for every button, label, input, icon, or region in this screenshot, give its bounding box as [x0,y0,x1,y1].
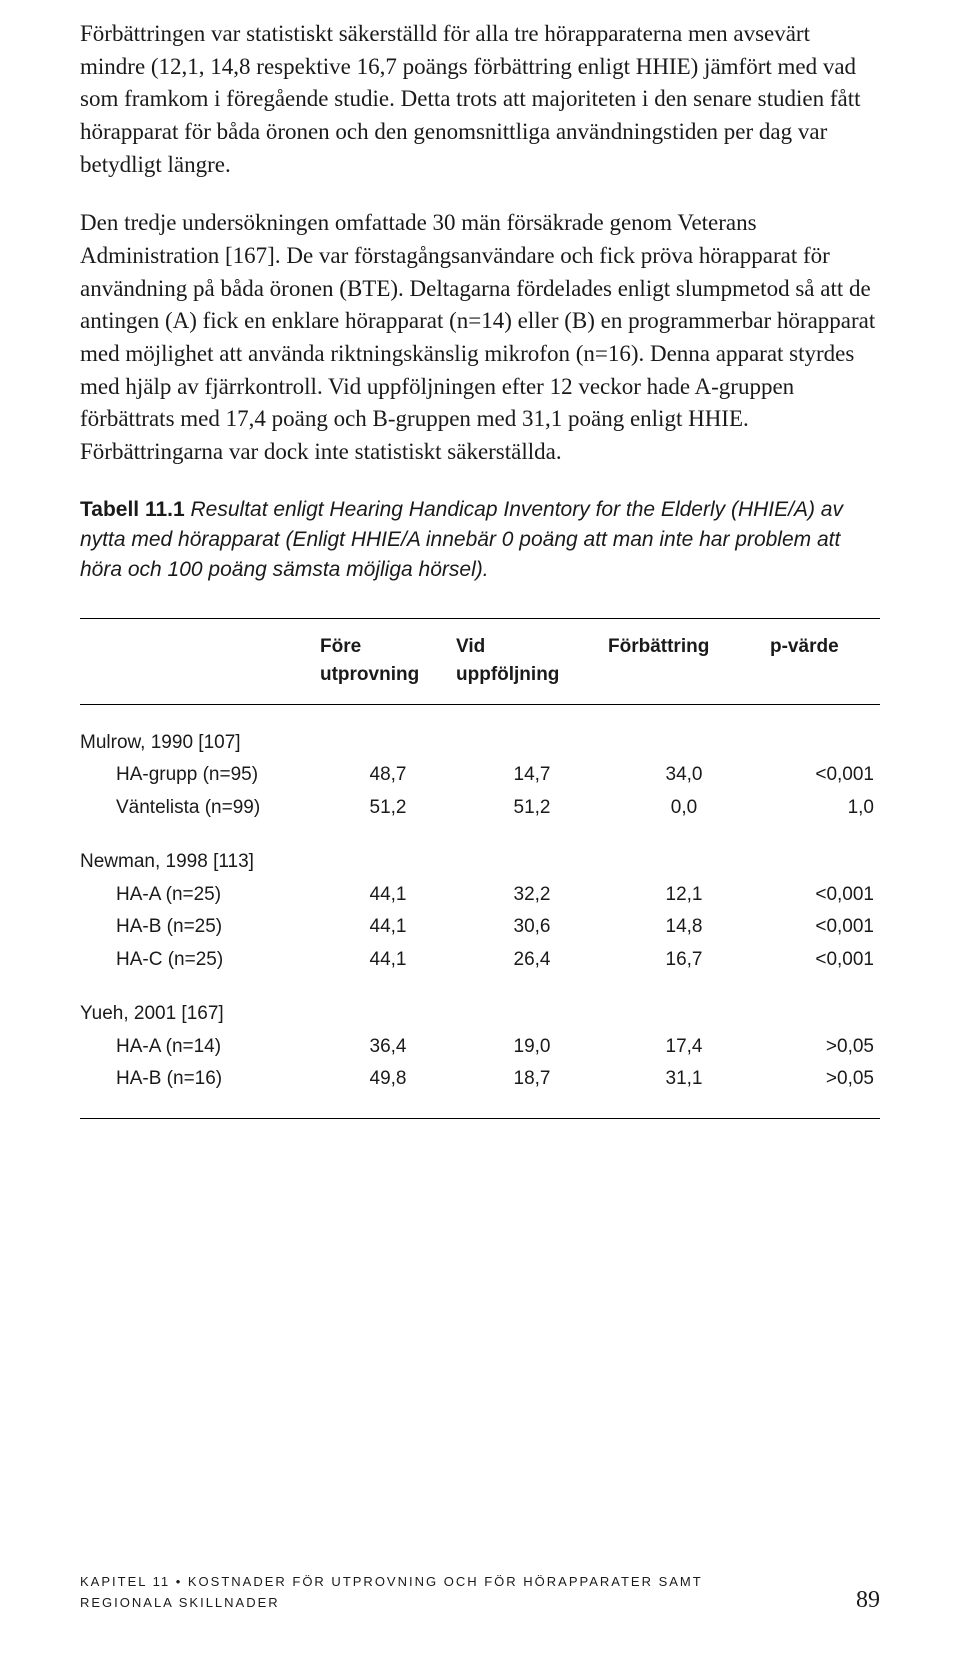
row-before: 44,1 [320,944,456,977]
row-pvalue: <0,001 [760,759,880,792]
row-before: 49,8 [320,1063,456,1118]
row-follow: 19,0 [456,1031,608,1064]
table-row: HA-A (n=14)36,419,017,4>0,05 [80,1031,880,1064]
col-header-study [80,618,320,704]
table-caption-lead: Tabell 11.1 [80,498,185,521]
row-before: 48,7 [320,759,456,792]
row-improvement: 16,7 [608,944,760,977]
row-improvement: 0,0 [608,792,760,825]
results-table: Före utprovning Vid uppföljning Förbättr… [80,618,880,1119]
col-header-follow-line1: Vid [456,636,485,657]
table-group-title: Mulrow, 1990 [107] [80,704,880,759]
row-follow: 30,6 [456,911,608,944]
row-label: HA-A (n=14) [80,1031,320,1064]
row-label: HA-B (n=16) [80,1063,320,1118]
paragraph-2: Den tredje undersökningen omfattade 30 m… [80,207,880,468]
row-label: HA-grupp (n=95) [80,759,320,792]
col-header-before: Före utprovning [320,618,456,704]
row-label: HA-C (n=25) [80,944,320,977]
row-improvement: 14,8 [608,911,760,944]
row-before: 44,1 [320,879,456,912]
row-pvalue: >0,05 [760,1031,880,1064]
row-follow: 26,4 [456,944,608,977]
table-row: HA-grupp (n=95)48,714,734,0<0,001 [80,759,880,792]
paragraph-1: Förbättringen var statistiskt säkerställ… [80,18,880,181]
row-improvement: 31,1 [608,1063,760,1118]
col-header-follow-line2: uppföljning [456,664,559,685]
col-header-before-line2: utprovning [320,664,419,685]
table-group-header: Mulrow, 1990 [107] [80,704,880,759]
row-label: HA-A (n=25) [80,879,320,912]
row-before: 44,1 [320,911,456,944]
col-header-follow: Vid uppföljning [456,618,608,704]
body-text: Förbättringen var statistiskt säkerställ… [80,18,880,469]
row-follow: 14,7 [456,759,608,792]
table-header-row: Före utprovning Vid uppföljning Förbättr… [80,618,880,704]
table-group-title: Newman, 1998 [113] [80,824,880,879]
footer-page-number: 89 [856,1587,880,1614]
table-group-header: Yueh, 2001 [167] [80,976,880,1031]
row-follow: 51,2 [456,792,608,825]
table-row: HA-B (n=16)49,818,731,1>0,05 [80,1063,880,1118]
row-pvalue: 1,0 [760,792,880,825]
table-group-header: Newman, 1998 [113] [80,824,880,879]
table-caption: Tabell 11.1 Resultat enligt Hearing Hand… [80,495,880,586]
row-before: 51,2 [320,792,456,825]
col-header-before-line1: Före [320,636,361,657]
footer-chapter-line1: KAPITEL 11 • KOSTNADER FÖR UTPROVNING OC… [80,1574,703,1589]
page: Förbättringen var statistiskt säkerställ… [0,0,960,1654]
row-pvalue: <0,001 [760,879,880,912]
row-follow: 32,2 [456,879,608,912]
footer-chapter: KAPITEL 11 • KOSTNADER FÖR UTPROVNING OC… [80,1572,703,1614]
row-pvalue: <0,001 [760,911,880,944]
row-pvalue: <0,001 [760,944,880,977]
row-pvalue: >0,05 [760,1063,880,1118]
table-row: HA-B (n=25)44,130,614,8<0,001 [80,911,880,944]
page-footer: KAPITEL 11 • KOSTNADER FÖR UTPROVNING OC… [80,1572,880,1614]
row-improvement: 34,0 [608,759,760,792]
table-body: Mulrow, 1990 [107]HA-grupp (n=95)48,714,… [80,704,880,1118]
row-before: 36,4 [320,1031,456,1064]
row-follow: 18,7 [456,1063,608,1118]
col-header-improvement: Förbättring [608,618,760,704]
col-header-pvalue: p-värde [760,618,880,704]
table-group-title: Yueh, 2001 [167] [80,976,880,1031]
row-improvement: 12,1 [608,879,760,912]
row-improvement: 17,4 [608,1031,760,1064]
row-label: HA-B (n=25) [80,911,320,944]
footer-chapter-line2: REGIONALA SKILLNADER [80,1595,280,1610]
table-row: HA-A (n=25)44,132,212,1<0,001 [80,879,880,912]
table-caption-text: Resultat enligt Hearing Handicap Invento… [80,498,843,582]
table-row: Väntelista (n=99)51,251,20,01,0 [80,792,880,825]
table-row: HA-C (n=25)44,126,416,7<0,001 [80,944,880,977]
row-label: Väntelista (n=99) [80,792,320,825]
